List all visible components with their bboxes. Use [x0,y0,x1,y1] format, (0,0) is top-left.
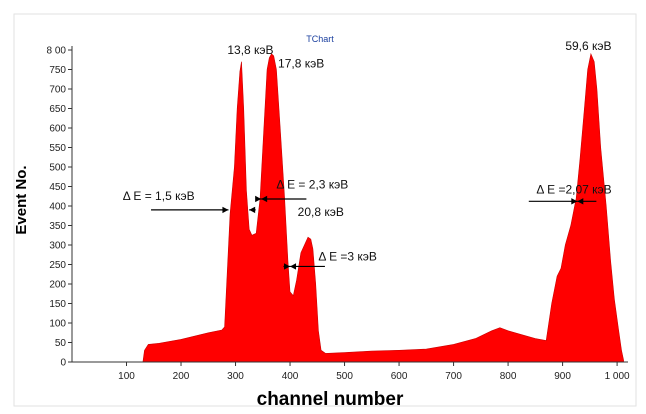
y-tick-label: 150 [49,299,66,310]
y-tick-label: 750 [49,65,66,76]
fwhm-arrowhead [222,206,229,214]
peak-annotation: Δ E = 1,5 кэВ [123,189,195,203]
fwhm-arrowhead [571,198,578,205]
y-tick-label: 50 [55,338,67,349]
chart-title: TChart [306,34,334,44]
y-axis-label: Event No. [13,165,30,234]
x-tick-label: 900 [554,371,571,382]
x-tick-label: 500 [336,371,353,382]
y-tick-label: 700 [49,85,66,96]
y-tick-label: 550 [49,143,66,154]
peak-annotation: 20,8 кэВ [298,205,344,219]
peak-annotation: 17,8 кэВ [278,57,324,71]
y-tick-label: 600 [49,124,66,135]
y-tick-label: 8 00 [47,46,67,57]
y-tick-label: 100 [49,319,66,330]
peak-annotation: Δ E =2,07 кэВ [536,183,611,197]
x-tick-label: 1 000 [605,371,630,382]
peak-annotation: Δ E = 2,3 кэВ [276,177,348,191]
y-tick-label: 500 [49,163,66,174]
fwhm-arrowhead [261,195,268,203]
x-tick-label: 800 [500,371,517,382]
y-tick-label: 300 [49,241,66,252]
x-tick-label: 200 [173,371,190,382]
fwhm-arrowhead [290,263,297,270]
x-tick-label: 400 [282,371,299,382]
peak-annotation: 59,6 кэВ [565,39,611,53]
x-tick-label: 300 [227,371,244,382]
peak-annotation: 13,8 кэВ [227,43,273,57]
y-tick-label: 250 [49,260,66,271]
spectrum-area [142,52,624,363]
x-axis-label: channel number [257,389,404,410]
y-tick-label: 350 [49,221,66,232]
x-tick-label: 700 [445,371,462,382]
y-tick-label: 650 [49,104,66,115]
y-tick-label: 400 [49,202,66,213]
fwhm-arrowhead [249,206,256,214]
x-tick-label: 100 [118,371,135,382]
peak-annotation: Δ E =3 кэВ [318,250,377,264]
x-tick-label: 600 [391,371,408,382]
fwhm-arrowhead [255,195,262,203]
y-tick-label: 450 [49,182,66,193]
y-tick-label: 200 [49,280,66,291]
plot-frame [13,13,637,407]
fwhm-arrowhead [284,263,291,270]
fwhm-arrowhead [577,198,584,205]
y-tick-label: 0 [60,358,66,369]
